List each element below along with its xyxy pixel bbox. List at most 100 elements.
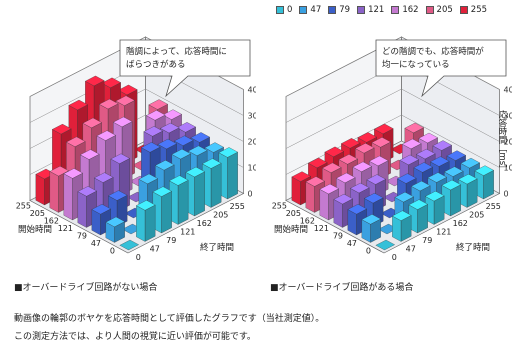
bar-face-top (154, 160, 175, 171)
bar (408, 199, 429, 234)
chart-right: 0102030400477912116220525504779121162205… (272, 36, 512, 262)
bar-face-top (112, 116, 133, 128)
z-tick-label: 40 (248, 86, 257, 95)
bar-face-top (305, 176, 326, 187)
bar-face-top (474, 165, 495, 176)
bar-face-top (396, 173, 417, 184)
end-tick-label: 0 (392, 253, 397, 262)
bar-face-top (190, 132, 211, 143)
bar-face-top (171, 148, 192, 160)
bar (152, 186, 173, 234)
end-tick-label: 121 (436, 227, 451, 236)
note-line-2: この測定方法では、より人間の視覚に近い評価が可能です。 (14, 332, 256, 342)
end-axis-title: 終了時間 (456, 242, 490, 253)
bar-face-top (82, 117, 103, 129)
end-tick-label: 47 (150, 244, 160, 253)
bar-face-top (410, 180, 431, 192)
legend-item: 0 (276, 5, 292, 15)
start-tick-label: 0 (110, 246, 115, 255)
end-tick-label: 79 (422, 236, 432, 245)
legend-label: 162 (402, 5, 419, 15)
bar-face-side (35, 174, 45, 206)
bar-face-top (361, 214, 382, 225)
bar-face-top (148, 99, 169, 110)
bar-base (119, 239, 140, 251)
z-tick-label: 20 (504, 138, 512, 147)
bar-face-top (415, 148, 436, 160)
bar-face-top (176, 122, 197, 133)
bar-face-front (161, 191, 172, 234)
bar-face-top (110, 153, 131, 164)
bar-face-front (177, 179, 189, 225)
bar-face-top (319, 183, 340, 195)
bar-face-top (347, 204, 368, 215)
bar-face-top (349, 182, 370, 194)
bar-face-front (210, 162, 222, 208)
legend-label: 121 (368, 5, 385, 15)
bar-face-top (115, 95, 136, 106)
end-tick-label: 205 (469, 210, 484, 219)
bar-face-top (135, 200, 156, 211)
bar-face-front (227, 151, 238, 200)
bar-face-side (63, 173, 73, 221)
bar-face-top (168, 175, 189, 186)
bar-face-top (49, 165, 70, 177)
gridline (285, 88, 500, 149)
bar-face-top (68, 99, 89, 111)
start-tick-label: 205 (30, 209, 45, 218)
end-tick-label: 255 (230, 202, 245, 211)
legend-item: 47 (299, 5, 321, 15)
legend-label: 205 (436, 5, 453, 15)
legend-swatch (391, 6, 400, 14)
bar-face-top (307, 157, 328, 169)
bar-face-top (51, 123, 72, 135)
bar-face-top (77, 186, 98, 197)
bar (457, 173, 478, 208)
start-tick-label: 47 (347, 239, 357, 248)
bar-face-front (144, 204, 156, 242)
legend-item: 79 (328, 5, 350, 15)
bar-face-top (157, 138, 178, 150)
bar-face-top (366, 174, 387, 185)
bar-face-top (446, 150, 467, 161)
callout-bubble (119, 39, 251, 98)
bar-face-front (450, 184, 461, 217)
end-axis-title: 終了時間 (200, 242, 234, 253)
bar-face-top (162, 109, 183, 120)
bar-face-top (321, 162, 342, 173)
bar (119, 239, 140, 251)
caption-left: ■オーバードライブ回路がない場合 (14, 283, 158, 293)
bar-face-top (185, 166, 206, 178)
bar-face-side (291, 176, 301, 206)
bar (185, 166, 206, 217)
bar (361, 214, 382, 243)
bar (424, 190, 445, 225)
legend-item: 255 (459, 5, 487, 15)
bar-face-top (340, 138, 361, 149)
bar-face-top (429, 156, 450, 167)
bar-face-top (117, 84, 138, 96)
bar-face-top (145, 110, 166, 121)
bar-face-top (460, 157, 481, 169)
legend-swatch (276, 6, 284, 14)
bar-face-top (138, 173, 159, 185)
legend-label: 47 (310, 5, 322, 15)
plot-area: 0102030400477912116220525504779121162205… (16, 36, 257, 262)
end-tick-label: 79 (166, 236, 176, 245)
bar-face-top (173, 135, 194, 146)
start-tick-label: 47 (91, 239, 101, 248)
bar-face-top (373, 123, 394, 135)
start-tick-label: 0 (366, 246, 371, 255)
z-tick-label: 30 (504, 112, 512, 121)
start-tick-label: 79 (77, 231, 87, 240)
callout-text: ばらつきがある (126, 59, 186, 70)
bar (375, 239, 396, 251)
bar-face-front (194, 171, 205, 217)
callout-text: 階調によって、応答時間に (126, 46, 227, 57)
bar-base (375, 239, 396, 251)
bar-face-top (101, 77, 122, 88)
bar-face-top (338, 154, 359, 165)
legend-swatch (357, 6, 366, 14)
